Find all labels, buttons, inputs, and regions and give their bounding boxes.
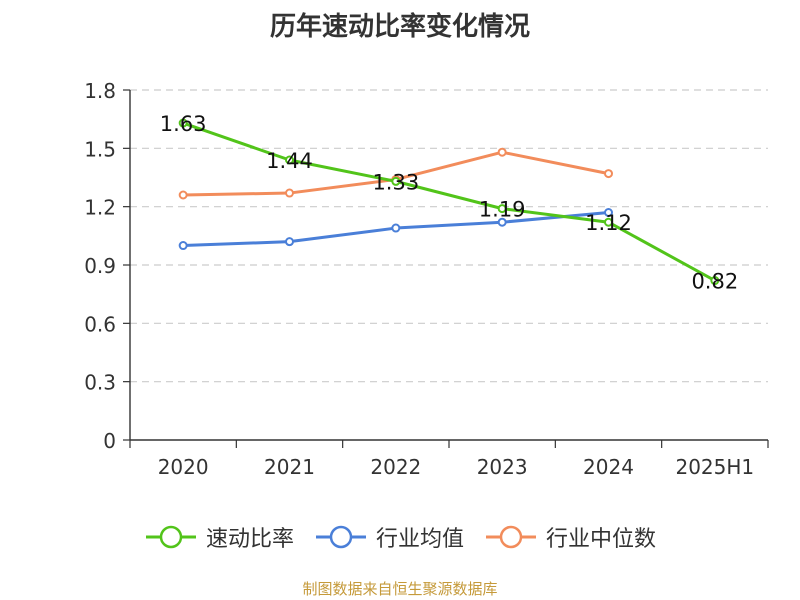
y-tick-label: 0.3	[84, 371, 116, 395]
legend-item[interactable]: 行业均值	[314, 521, 464, 553]
data-label: 1.19	[479, 198, 526, 222]
data-point	[178, 241, 188, 251]
data-point	[497, 204, 507, 214]
legend-item[interactable]: 行业中位数	[484, 521, 656, 553]
legend-label: 行业中位数	[546, 527, 657, 552]
x-tick-label: 2024	[583, 455, 634, 479]
data-point	[710, 276, 720, 286]
legend-marker-icon	[145, 525, 196, 549]
data-point	[604, 217, 613, 227]
legend-marker-icon	[486, 525, 536, 549]
x-tick-label: 2025H1	[675, 455, 754, 479]
data-point	[604, 208, 613, 217]
x-tick-label: 2020	[158, 455, 209, 479]
y-tick-label: 1.5	[84, 137, 116, 161]
data-label: 1.33	[372, 170, 419, 194]
data-point	[285, 188, 294, 198]
data-point	[497, 217, 507, 227]
data-point	[285, 155, 294, 165]
data-point	[604, 169, 613, 179]
y-tick-label: 0.9	[84, 254, 116, 278]
data-point	[391, 176, 401, 186]
x-tick-label: 2023	[477, 455, 528, 479]
data-point	[178, 118, 188, 128]
data-label: 1.63	[160, 112, 207, 136]
data-point	[391, 223, 401, 233]
x-tick-label: 2022	[370, 455, 421, 479]
legend-label: 行业均值	[375, 527, 464, 552]
chart-title: 历年速动比率变化情况	[269, 12, 530, 42]
y-tick-label: 0	[103, 429, 116, 453]
legend-label: 速动比率	[205, 527, 294, 552]
legend-item[interactable]: 速动比率	[144, 521, 294, 553]
data-label: 0.82	[691, 270, 738, 294]
data-point	[178, 190, 188, 200]
y-tick-label: 1.8	[84, 79, 116, 103]
data-point	[285, 237, 294, 247]
x-tick-label: 2021	[264, 455, 315, 479]
legend-marker-icon	[315, 525, 366, 549]
data-label: 1.12	[585, 211, 632, 235]
source-note: 制图数据来自恒生聚源数据库	[302, 580, 498, 598]
data-label: 1.44	[266, 149, 313, 173]
y-tick-label: 1.2	[84, 196, 116, 220]
legend: 速动比率 行业均值 行业中位数	[0, 520, 800, 554]
y-tick-label: 0.6	[84, 312, 116, 336]
series-line-0	[182, 121, 716, 282]
data-point	[497, 147, 507, 157]
